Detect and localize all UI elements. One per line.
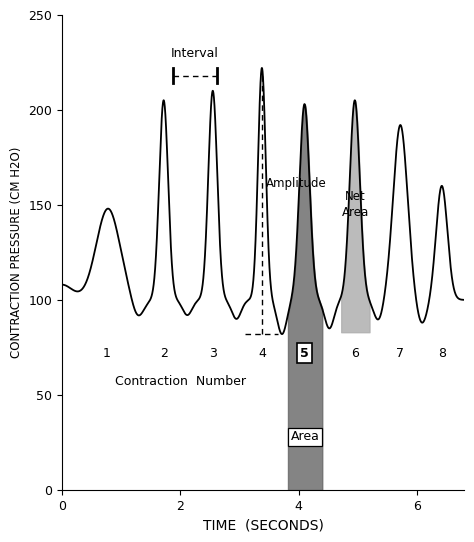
Text: 1: 1 [102, 347, 110, 360]
Text: 8: 8 [438, 347, 446, 360]
Text: 7: 7 [396, 347, 404, 360]
Text: 2: 2 [160, 347, 168, 360]
Text: Net
Area: Net Area [342, 190, 369, 220]
Text: Area: Area [291, 430, 319, 443]
Text: Amplitude: Amplitude [266, 177, 327, 190]
Text: Interval: Interval [171, 47, 219, 60]
Text: 5: 5 [300, 347, 309, 360]
Y-axis label: CONTRACTION PRESSURE (CM H2O): CONTRACTION PRESSURE (CM H2O) [10, 147, 23, 358]
Text: 3: 3 [209, 347, 217, 360]
X-axis label: TIME  (SECONDS): TIME (SECONDS) [203, 518, 324, 532]
Text: 6: 6 [351, 347, 359, 360]
Text: 4: 4 [258, 347, 266, 360]
Text: Contraction  Number: Contraction Number [115, 375, 246, 388]
